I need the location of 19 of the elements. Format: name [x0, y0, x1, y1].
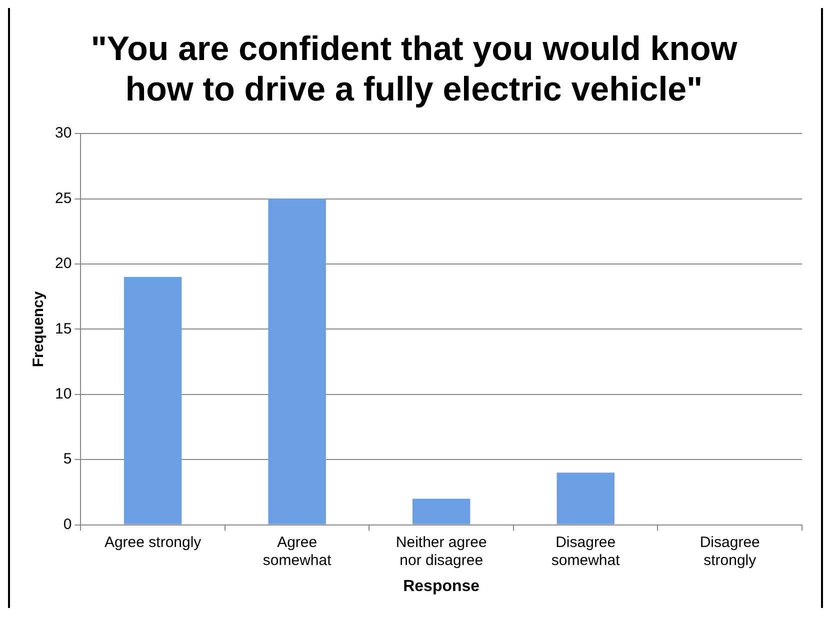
bar [268, 198, 326, 524]
x-tick-label: Neither agree nor disagree [396, 534, 487, 569]
x-tick-label: Disagree strongly [700, 534, 760, 569]
chart-title: "You are confident that you would know how to drive a fully electric vehicle" [90, 30, 738, 109]
y-tick-label: 15 [54, 320, 72, 338]
y-tick-label: 5 [63, 450, 72, 468]
y-tick-label: 20 [54, 255, 72, 272]
x-tick-label: Agree somewhat [262, 534, 332, 569]
x-tick-label: Agree strongly [104, 534, 202, 551]
y-tick-label: 25 [54, 190, 72, 207]
bar [124, 277, 182, 524]
x-tick-label: Disagree somewhat [551, 534, 621, 569]
y-tick-label: 0 [63, 516, 72, 533]
y-tick-label: 30 [54, 124, 72, 142]
bar [556, 472, 614, 524]
bar [412, 498, 470, 524]
y-tick-label: 10 [54, 386, 72, 403]
x-axis-title: Response [403, 578, 480, 595]
y-axis-title: Frequency [30, 290, 48, 368]
